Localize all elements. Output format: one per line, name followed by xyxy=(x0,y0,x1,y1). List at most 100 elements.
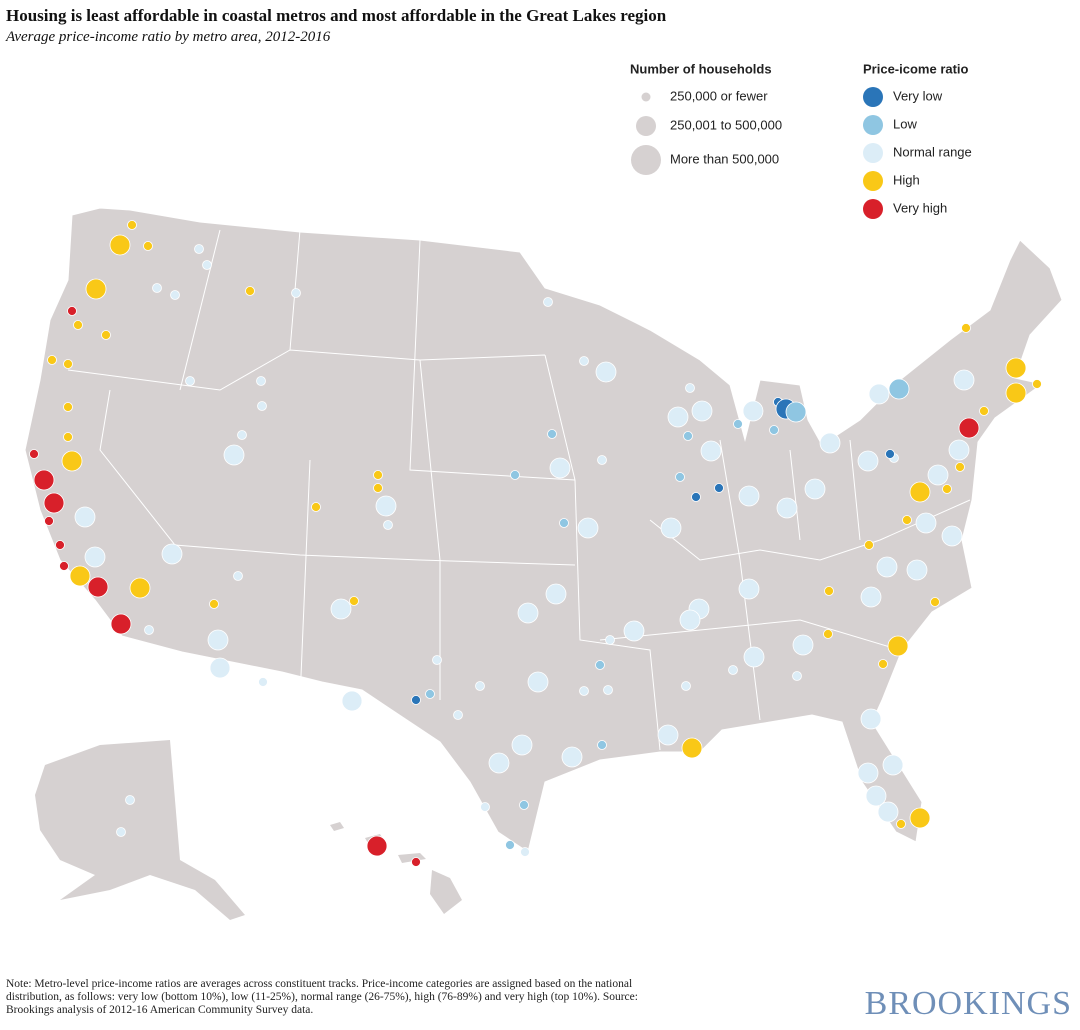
metro-bubble xyxy=(47,355,57,365)
color-legend-swatch xyxy=(863,115,883,135)
metro-bubble xyxy=(233,571,243,581)
metro-bubble xyxy=(223,444,245,466)
metro-bubble xyxy=(714,483,724,493)
metro-bubble xyxy=(373,483,383,493)
metro-bubble xyxy=(549,457,571,479)
metro-bubble xyxy=(237,430,247,440)
metro-bubble xyxy=(679,609,701,631)
metro-bubble xyxy=(33,469,55,491)
subtitle: Average price-income ratio by metro area… xyxy=(6,29,331,45)
metro-bubble xyxy=(375,495,397,517)
color-legend-title: Price-icome ratio xyxy=(863,61,969,76)
metro-bubble xyxy=(902,515,912,525)
metro-bubble xyxy=(742,400,764,422)
metro-bubble xyxy=(824,586,834,596)
metro-bubble xyxy=(823,629,833,639)
metro-bubble xyxy=(84,546,106,568)
metro-bubble xyxy=(411,857,421,867)
metro-bubble xyxy=(865,785,887,807)
metro-bubble xyxy=(738,578,760,600)
metro-bubble xyxy=(519,800,529,810)
metro-bubble xyxy=(73,320,83,330)
metro-bubble xyxy=(547,429,557,439)
metro-bubble xyxy=(776,497,798,519)
metro-bubble xyxy=(896,819,906,829)
metro-bubble xyxy=(909,807,931,829)
metro-bubble xyxy=(887,635,909,657)
metro-bubble xyxy=(143,241,153,251)
metro-bubble xyxy=(1005,357,1027,379)
metro-bubble xyxy=(878,659,888,669)
metro-bubble xyxy=(116,827,126,837)
metro-bubble xyxy=(59,561,69,571)
metro-bubble xyxy=(915,512,937,534)
metro-bubble xyxy=(129,577,151,599)
metro-bubble xyxy=(194,244,204,254)
metro-bubble xyxy=(979,406,989,416)
metro-bubble xyxy=(683,431,693,441)
metro-bubble xyxy=(1005,382,1027,404)
metro-bubble xyxy=(101,330,111,340)
metro-bubble xyxy=(152,283,162,293)
metro-bubble xyxy=(877,801,899,823)
metro-bubble xyxy=(29,449,39,459)
metro-bubble xyxy=(691,400,713,422)
size-legend-label: 250,000 or fewer xyxy=(670,88,768,103)
metro-bubble xyxy=(603,685,613,695)
metro-bubble xyxy=(505,840,515,850)
metro-bubble xyxy=(383,520,393,530)
metro-bubble xyxy=(597,455,607,465)
map: Number of households Price-icome ratio 2… xyxy=(24,61,1063,920)
size-legend-title: Number of households xyxy=(630,61,772,76)
us-outline xyxy=(24,207,1063,853)
metro-bubble xyxy=(44,516,54,526)
metro-bubble xyxy=(953,369,975,391)
size-legend-swatch xyxy=(641,92,651,102)
metro-bubble xyxy=(605,635,615,645)
color-legend-swatch xyxy=(863,199,883,219)
metro-bubble xyxy=(864,540,874,550)
metro-bubble xyxy=(595,361,617,383)
metro-bubble xyxy=(488,752,510,774)
metro-bubble xyxy=(860,586,882,608)
metro-bubble xyxy=(209,599,219,609)
metro-bubble xyxy=(623,620,645,642)
metro-bubble xyxy=(63,432,73,442)
metro-bubble xyxy=(804,478,826,500)
metro-bubble xyxy=(660,517,682,539)
metro-bubble xyxy=(373,470,383,480)
metro-bubble xyxy=(681,681,691,691)
metro-bubble xyxy=(207,629,229,651)
metro-bubble xyxy=(209,657,231,679)
metro-bubble xyxy=(245,286,255,296)
metro-bubble xyxy=(675,472,685,482)
metro-bubble xyxy=(475,681,485,691)
metro-bubble xyxy=(527,671,549,693)
color-legend-label: Very low xyxy=(893,88,943,103)
metro-bubble xyxy=(685,383,695,393)
metro-bubble xyxy=(819,432,841,454)
metro-bubble xyxy=(906,559,928,581)
metro-bubble xyxy=(909,481,931,503)
size-legend-label: More than 500,000 xyxy=(670,151,779,166)
metro-bubble xyxy=(257,401,267,411)
metro-bubble xyxy=(579,686,589,696)
metro-bubble xyxy=(341,690,363,712)
metro-bubble xyxy=(930,597,940,607)
metro-bubble xyxy=(432,655,442,665)
metro-bubble xyxy=(69,565,91,587)
color-legend-swatch xyxy=(863,143,883,163)
metro-bubble xyxy=(728,665,738,675)
metro-bubble xyxy=(857,762,879,784)
metro-bubble xyxy=(67,306,77,316)
metro-bubble xyxy=(961,323,971,333)
metro-bubble xyxy=(480,802,490,812)
metro-bubble xyxy=(55,540,65,550)
metro-bubble xyxy=(170,290,180,300)
metro-bubble xyxy=(511,734,533,756)
metro-bubble xyxy=(545,583,567,605)
size-legend-label: 250,001 to 500,000 xyxy=(670,117,782,132)
metro-bubble xyxy=(125,795,135,805)
metro-bubble xyxy=(74,506,96,528)
